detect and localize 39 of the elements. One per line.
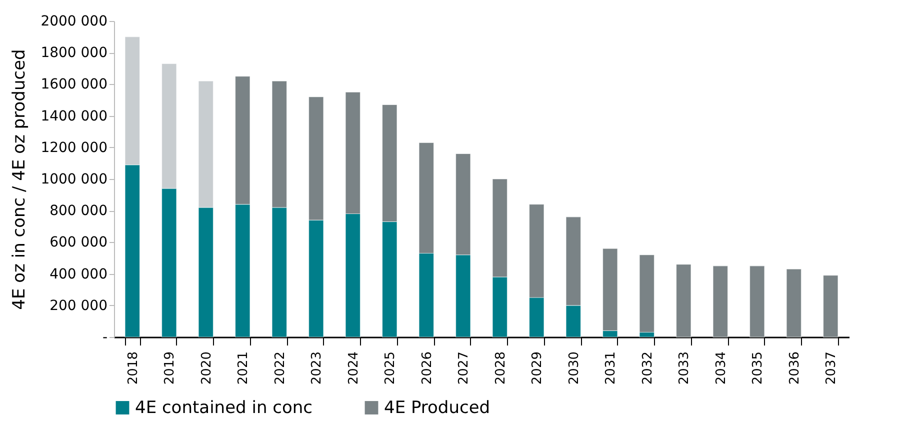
x-tick-label: 2035	[750, 352, 766, 385]
x-tick-label: 2030	[566, 352, 582, 385]
y-tick-label: -	[102, 330, 108, 346]
y-tick-label: 1800 000	[40, 45, 108, 62]
x-tick-label: 2024	[346, 352, 362, 385]
x-tick-label: 2021	[236, 352, 252, 385]
y-tick-label: 1600 000	[40, 76, 108, 93]
legend-label: 4E contained in conc	[135, 398, 312, 418]
x-tick-label: 2032	[640, 352, 656, 385]
y-tick-label: 1400 000	[40, 108, 108, 124]
x-tick-label: 2034	[714, 352, 729, 385]
legend-label: 4E Produced	[384, 398, 490, 418]
y-axis-title: 4E oz in conc / 4E oz produced	[10, 49, 30, 310]
y-tick-label: 800 000	[50, 203, 108, 220]
y-tick-label: 2000 000	[40, 14, 108, 30]
bar	[676, 264, 692, 338]
x-tick-label: 2020	[199, 352, 214, 385]
x-tick-label: 2031	[604, 352, 619, 385]
x-tick-label: 2036	[787, 352, 802, 385]
x-tick-label: 2022	[272, 352, 288, 385]
x-tick-label: 2033	[677, 352, 692, 385]
x-tick-label: 2027	[456, 352, 472, 385]
y-tick-label: 400 000	[50, 266, 108, 282]
x-tick-label: 2037	[824, 352, 840, 385]
bar	[822, 275, 838, 338]
x-tick-label: 2025	[383, 352, 398, 385]
x-tick-label: 2019	[162, 352, 178, 385]
x-tick-label: 2028	[493, 352, 508, 385]
bar	[712, 266, 728, 338]
bar	[786, 268, 802, 338]
x-tick-label: 2029	[530, 352, 546, 385]
y-tick-label: 600 000	[50, 234, 108, 251]
x-tick-label: 2026	[420, 352, 435, 385]
y-tick-label: 1200 000	[40, 140, 108, 156]
x-tick-label: 2018	[126, 352, 141, 385]
bar	[749, 266, 765, 338]
y-tick-label: 200 000	[50, 298, 108, 314]
x-tick-label: 2023	[310, 352, 325, 385]
y-tick-label: 1000 000	[40, 172, 108, 188]
